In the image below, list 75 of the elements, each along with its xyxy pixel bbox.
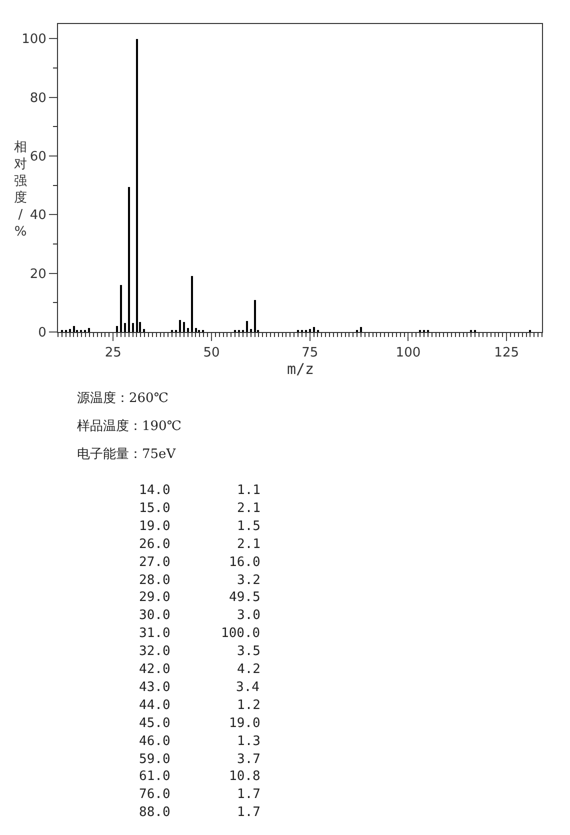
y-tick-label: 100 [22,32,46,48]
bar [136,39,138,332]
text: 28.0 [139,573,170,588]
text: 31.0 [139,626,170,641]
text: 1.7 [237,805,260,820]
text: 100.0 [221,626,260,641]
x-axis-title: m/z [287,360,314,378]
text: 30.0 [139,608,170,623]
text: 16.0 [229,555,260,570]
text: 76.0 [139,787,170,802]
text: 88.0 [139,805,170,820]
bar [183,322,185,332]
text: 3.7 [237,752,260,767]
bar [69,329,71,332]
text: 1.5 [237,519,260,534]
text: 4.2 [237,662,260,677]
x-tick-label: 100 [396,346,421,361]
text: 19.0 [229,716,260,731]
bar [132,323,134,332]
text: 59.0 [139,752,170,767]
bar [254,300,256,332]
bar [360,327,362,332]
bar [124,323,126,332]
y-tick-label: 20 [30,266,46,282]
bar [120,285,122,332]
bar [73,326,75,332]
text: 42.0 [139,662,170,677]
bar [246,321,248,332]
text: 1.1 [237,483,260,498]
text: 3.5 [237,644,260,659]
text: 源温度：260℃ [77,390,168,406]
text: 3.4 [236,680,260,695]
bar [250,329,252,332]
bar [179,320,181,332]
text: 3.0 [237,608,260,623]
text: 26.0 [139,537,170,552]
text: 电子能量：75eV [77,447,176,462]
bar [143,329,145,332]
y-tick-label: 40 [30,208,46,224]
text: 1.7 [237,787,260,802]
bar [88,328,90,332]
bar [116,326,118,332]
text: 32.0 [139,644,170,659]
bar [309,329,311,332]
text: 3.2 [237,573,260,588]
text: 19.0 [139,519,170,534]
text: 10.8 [229,769,260,784]
y-tick-label: 80 [30,90,46,106]
text: 44.0 [139,698,170,713]
y-axis-title: 相对强度/% [14,140,27,240]
text: 27.0 [139,555,170,570]
bar [313,327,315,332]
text: 15.0 [139,501,170,516]
text: 61.0 [139,769,170,784]
y-tick-label: 0 [38,326,46,341]
text: 1.2 [237,698,260,713]
x-tick-label: 125 [494,346,520,361]
text: 49.5 [229,590,260,605]
text: 43.0 [139,680,170,695]
bar [191,276,193,332]
text: 1.3 [237,734,260,749]
text: 2.1 [237,537,260,552]
bar [128,187,130,332]
y-tick-label: 60 [30,150,46,165]
text: 2.1 [237,501,260,516]
text: 样品温度：190℃ [77,418,182,434]
bar [195,328,197,332]
x-tick-label: 75 [302,346,318,361]
bar [187,328,189,332]
x-tick-label: 50 [203,346,220,361]
text: 29.0 [139,590,170,605]
text: 14.0 [139,483,170,498]
x-tick-label: 25 [104,346,122,361]
text: 45.0 [139,716,170,731]
text: 46.0 [139,734,170,749]
